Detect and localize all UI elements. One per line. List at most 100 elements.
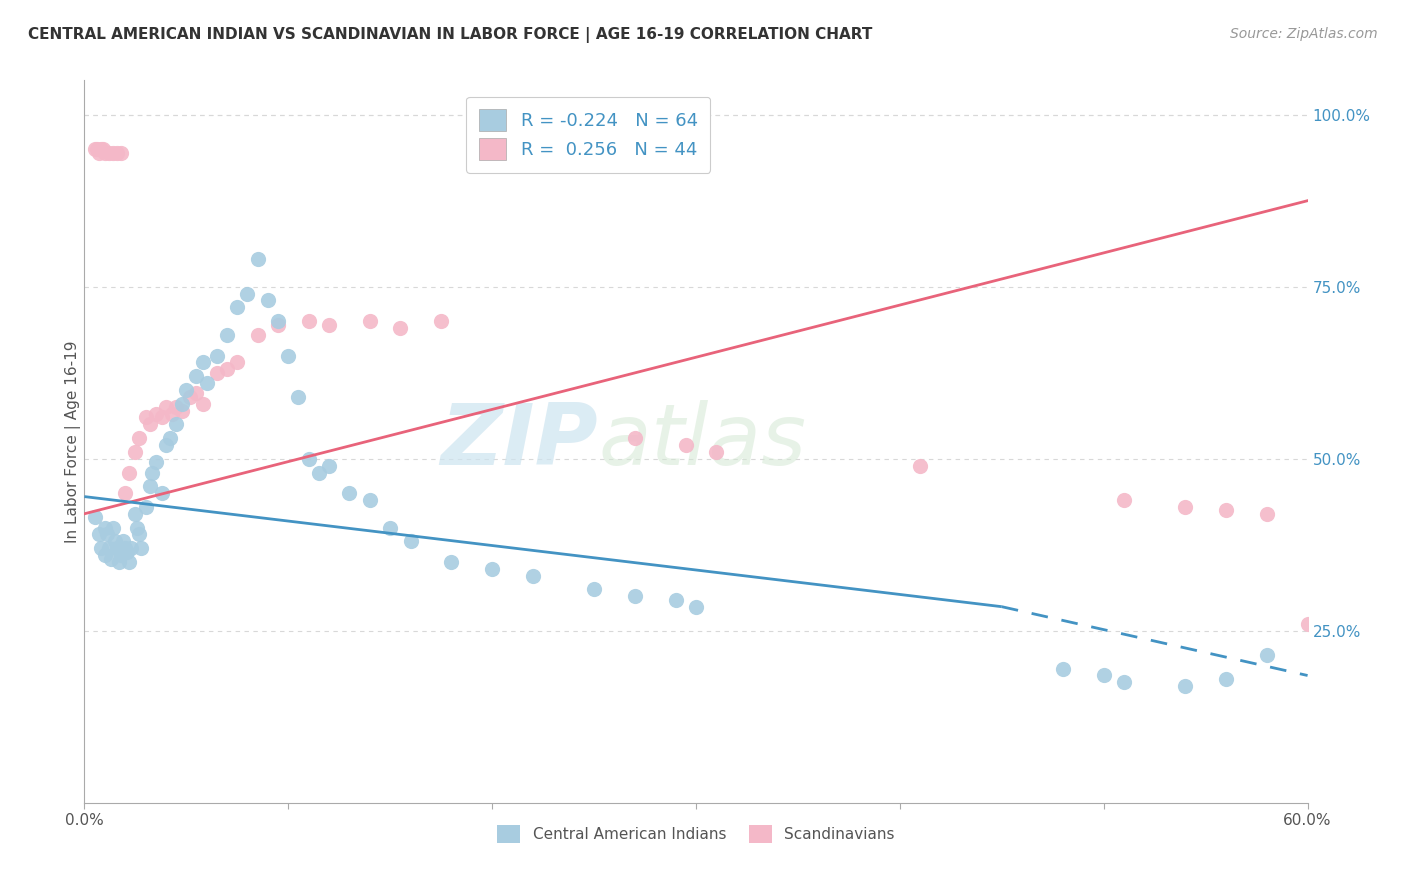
Point	[86, 142, 108, 156]
Point	[624, 590, 647, 604]
Point	[399, 534, 422, 549]
Point	[112, 534, 135, 549]
Point	[101, 520, 124, 534]
Point	[226, 301, 249, 315]
Point	[217, 327, 239, 342]
Point	[226, 355, 249, 369]
Point	[583, 582, 606, 597]
Point	[195, 376, 218, 390]
Point	[114, 541, 136, 556]
Point	[380, 520, 402, 534]
Point	[93, 520, 115, 534]
Point	[174, 383, 197, 397]
Point	[124, 507, 146, 521]
Point	[145, 455, 167, 469]
Text: CENTRAL AMERICAN INDIAN VS SCANDINAVIAN IN LABOR FORCE | AGE 16-19 CORRELATION C: CENTRAL AMERICAN INDIAN VS SCANDINAVIAN …	[28, 27, 873, 43]
Point	[1256, 648, 1278, 662]
Point	[131, 541, 153, 556]
Point	[339, 486, 361, 500]
Point	[159, 431, 181, 445]
Point	[172, 403, 194, 417]
Point	[1052, 662, 1074, 676]
Point	[440, 555, 463, 569]
Point	[104, 534, 127, 549]
Point	[1174, 679, 1197, 693]
Point	[101, 145, 124, 160]
Point	[706, 445, 728, 459]
Point	[430, 314, 453, 328]
Point	[118, 466, 141, 480]
Point	[145, 407, 167, 421]
Point	[138, 417, 160, 432]
Point	[186, 369, 208, 384]
Point	[277, 349, 299, 363]
Point	[236, 286, 259, 301]
Point	[150, 410, 173, 425]
Point	[522, 568, 544, 582]
Point	[1215, 503, 1237, 517]
Point	[160, 407, 183, 421]
Text: ZIP: ZIP	[440, 400, 598, 483]
Point	[150, 486, 173, 500]
Point	[665, 592, 688, 607]
Point	[1114, 675, 1136, 690]
Text: Source: ZipAtlas.com: Source: ZipAtlas.com	[1230, 27, 1378, 41]
Point	[87, 527, 110, 541]
Point	[1296, 616, 1319, 631]
Point	[135, 500, 157, 514]
Point	[118, 555, 141, 569]
Point	[155, 438, 177, 452]
Point	[96, 527, 118, 541]
Point	[120, 541, 142, 556]
Point	[128, 431, 150, 445]
Point	[83, 510, 105, 524]
Point	[135, 410, 157, 425]
Point	[115, 544, 138, 558]
Point	[318, 458, 340, 473]
Legend: Central American Indians, Scandinavians: Central American Indians, Scandinavians	[491, 819, 901, 849]
Point	[90, 541, 112, 556]
Point	[389, 321, 412, 335]
Point	[191, 397, 214, 411]
Point	[165, 400, 187, 414]
Point	[267, 314, 290, 328]
Point	[100, 551, 122, 566]
Point	[257, 293, 280, 308]
Point	[141, 466, 163, 480]
Point	[205, 366, 228, 380]
Point	[127, 520, 149, 534]
Point	[910, 458, 932, 473]
Point	[186, 386, 208, 401]
Point	[138, 479, 160, 493]
Point	[1092, 668, 1115, 682]
Point	[108, 555, 131, 569]
Point	[298, 451, 321, 466]
Point	[246, 327, 269, 342]
Point	[298, 314, 321, 328]
Point	[481, 562, 503, 576]
Point	[1256, 507, 1278, 521]
Point	[87, 145, 110, 160]
Point	[97, 541, 120, 556]
Point	[267, 318, 290, 332]
Point	[1174, 500, 1197, 514]
Point	[1215, 672, 1237, 686]
Point	[124, 445, 146, 459]
Point	[179, 390, 201, 404]
Point	[90, 142, 112, 156]
Point	[217, 362, 239, 376]
Point	[91, 142, 114, 156]
Point	[359, 493, 381, 508]
Point	[114, 486, 136, 500]
Point	[205, 349, 228, 363]
Point	[624, 431, 647, 445]
Point	[105, 145, 128, 160]
Point	[287, 390, 309, 404]
Y-axis label: In Labor Force | Age 16-19: In Labor Force | Age 16-19	[65, 340, 82, 543]
Point	[93, 145, 115, 160]
Point	[93, 548, 115, 562]
Point	[110, 145, 132, 160]
Point	[675, 438, 697, 452]
Text: atlas: atlas	[598, 400, 806, 483]
Point	[165, 417, 187, 432]
